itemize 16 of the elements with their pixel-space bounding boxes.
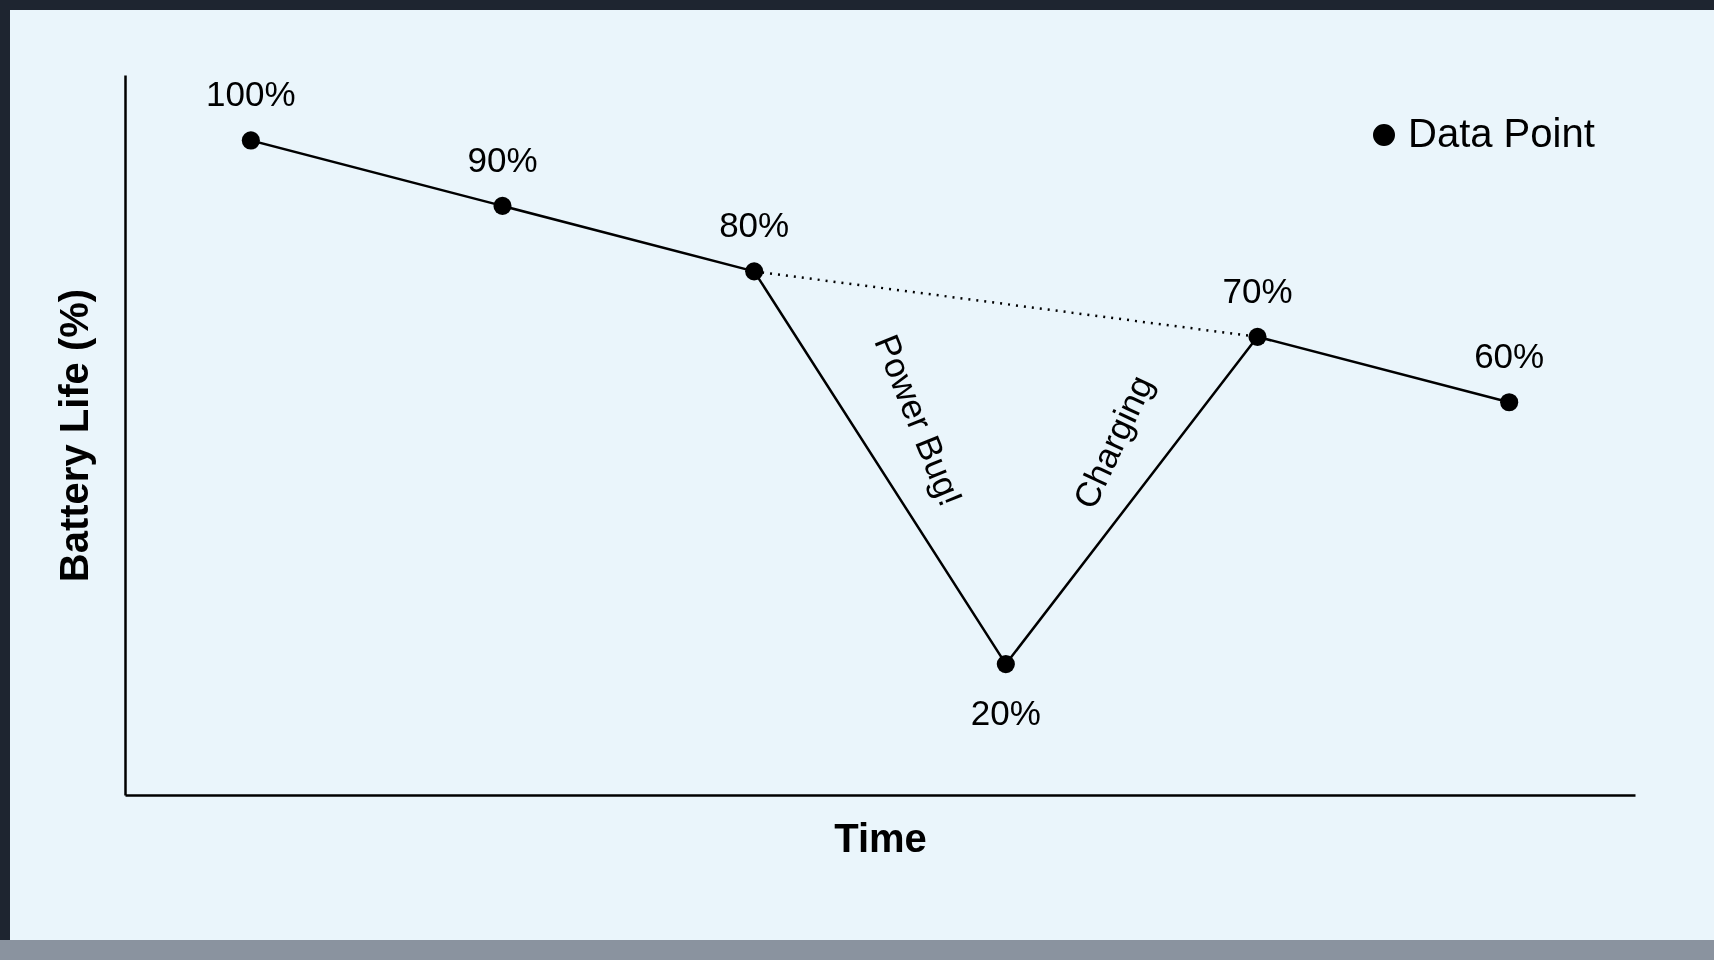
data-label: 60% <box>1474 336 1545 376</box>
point <box>745 262 764 281</box>
data-label: 20% <box>970 693 1041 733</box>
y-axis-title: Battery Life (%) <box>51 288 96 583</box>
data-label: 90% <box>467 139 538 179</box>
point <box>1248 327 1267 346</box>
point <box>241 131 260 150</box>
point <box>1500 393 1519 412</box>
annotation: Power Bug! <box>867 328 972 512</box>
data-label: 70% <box>1222 270 1293 310</box>
point <box>996 655 1015 674</box>
x-axis-title: Time <box>834 815 927 860</box>
legend-label: Data Point <box>1408 111 1595 155</box>
point <box>493 196 512 215</box>
data-label: 80% <box>719 205 790 245</box>
data-label: 100% <box>206 74 296 114</box>
